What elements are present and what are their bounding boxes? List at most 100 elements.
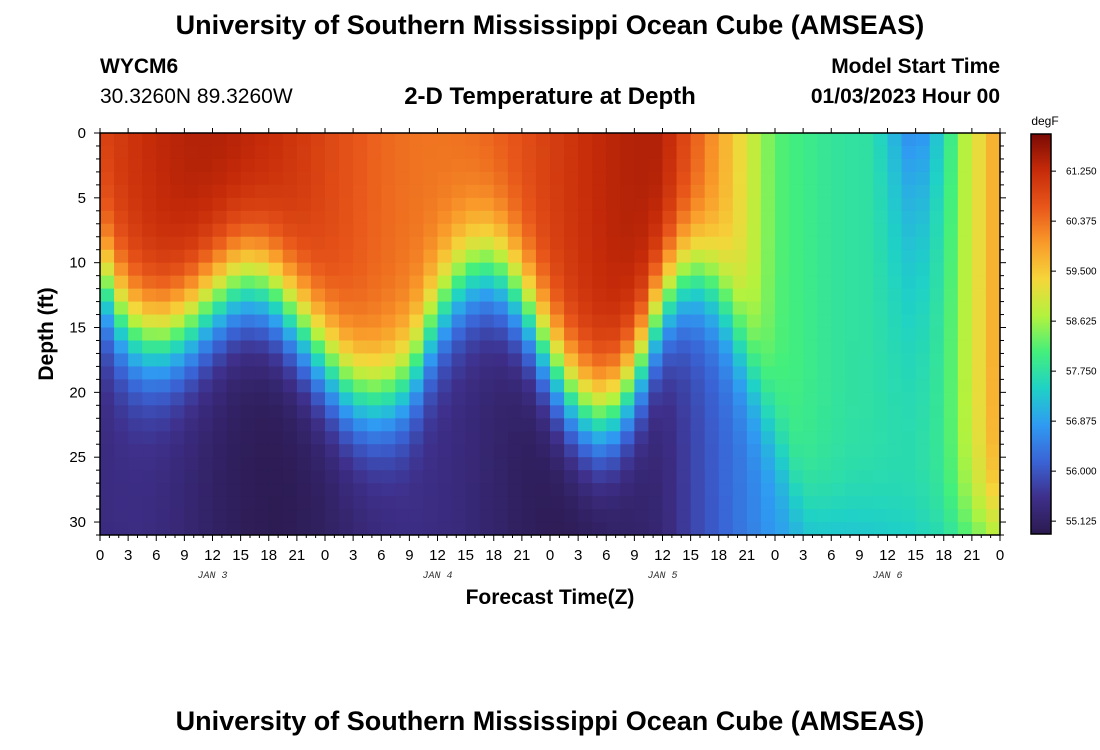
heatmap-cell (184, 145, 200, 160)
heatmap-cell (620, 353, 635, 368)
heatmap-cell (662, 314, 678, 329)
heatmap-cell (100, 522, 115, 535)
heatmap-cell (718, 262, 734, 277)
heatmap-cell (212, 522, 228, 535)
heatmap-cell (507, 314, 523, 329)
heatmap-cell (142, 197, 157, 212)
heatmap-cell (550, 418, 565, 432)
heatmap-cell (634, 457, 650, 471)
heatmap-cell (971, 496, 987, 510)
heatmap-cell (859, 444, 875, 458)
heatmap-cell (873, 314, 889, 329)
heatmap-cell (240, 275, 256, 290)
heatmap-cell (901, 366, 917, 380)
heatmap-cell (550, 496, 565, 510)
heatmap-cell (620, 340, 635, 355)
heatmap-cell (564, 444, 579, 458)
heatmap-cell (915, 457, 931, 471)
heatmap-cell (775, 431, 790, 445)
heatmap-cell (971, 340, 987, 355)
heatmap-cell (240, 392, 256, 406)
x-tick-label: 12 (879, 547, 896, 564)
day-label: JAN 4 (422, 571, 452, 582)
heatmap-cell (957, 314, 973, 329)
heatmap-cell (184, 366, 200, 380)
heatmap-cell (296, 301, 312, 316)
heatmap-cell (170, 171, 185, 186)
heatmap-cell (310, 444, 326, 458)
heatmap-cell (859, 158, 875, 173)
heatmap-cell (240, 444, 256, 458)
heatmap-cell (831, 366, 846, 380)
heatmap-cell (535, 509, 551, 523)
heatmap-cell (423, 418, 439, 432)
x-tick-label: 3 (124, 547, 132, 564)
heatmap-cell (662, 145, 678, 160)
heatmap-cell (240, 327, 256, 342)
heatmap-cell (592, 483, 607, 497)
heatmap-cell (732, 366, 748, 380)
heatmap-cell (704, 223, 720, 238)
heatmap-cell (887, 392, 903, 406)
heatmap-cell (128, 262, 143, 277)
heatmap-cell (465, 405, 481, 419)
heatmap-cell (479, 522, 495, 535)
heatmap-cell (620, 418, 635, 432)
heatmap-cell (212, 275, 228, 290)
heatmap-cell (971, 210, 987, 225)
heatmap-cell (296, 184, 312, 199)
heatmap-cell (367, 288, 382, 303)
heatmap-cell (114, 262, 129, 277)
heatmap-cell (296, 197, 312, 212)
heatmap-cell (479, 353, 495, 368)
heatmap-cell (282, 236, 298, 251)
heatmap-cell (381, 210, 396, 225)
heatmap-cell (339, 236, 354, 251)
heatmap-cell (648, 197, 664, 212)
heatmap-cell (929, 483, 945, 497)
heatmap-cell (746, 366, 762, 380)
heatmap-cell (212, 327, 228, 342)
heatmap-cell (564, 509, 579, 523)
heatmap-cell (873, 158, 889, 173)
heatmap-cell (943, 301, 959, 316)
heatmap-cell (535, 470, 551, 484)
heatmap-cell (142, 223, 157, 238)
heatmap-cell (114, 314, 129, 329)
heatmap-cell (845, 314, 860, 329)
x-tick-label: 6 (602, 547, 610, 564)
heatmap-cell (479, 314, 495, 329)
heatmap-cell (142, 522, 157, 535)
heatmap-cell (957, 327, 973, 342)
heatmap-cell (114, 483, 129, 497)
heatmap-cell (409, 392, 425, 406)
heatmap-cell (648, 145, 664, 160)
heatmap-cell (760, 405, 776, 419)
heatmap-cell (493, 184, 509, 199)
heatmap-cell (887, 171, 903, 186)
colorbar-tick-label: 55.125 (1066, 517, 1097, 528)
heatmap-cell (423, 353, 439, 368)
heatmap-cell (282, 171, 298, 186)
heatmap-cell (451, 522, 467, 535)
y-tick-label: 25 (69, 449, 86, 466)
heatmap-cell (971, 249, 987, 264)
heatmap-cell (437, 405, 453, 419)
heatmap-cell (339, 431, 354, 445)
heatmap-cell (564, 522, 579, 535)
heatmap-cell (957, 249, 973, 264)
heatmap-cell (760, 470, 776, 484)
heatmap-cell (929, 444, 945, 458)
heatmap-cell (592, 405, 607, 419)
heatmap-cell (929, 327, 945, 342)
heatmap-cell (296, 288, 312, 303)
heatmap-cell (662, 197, 678, 212)
colorbar-tick-label: 56.875 (1066, 417, 1097, 428)
heatmap-cell (760, 288, 776, 303)
heatmap-cell (310, 340, 326, 355)
heatmap-cell (282, 366, 298, 380)
heatmap-cell (915, 509, 931, 523)
heatmap-cell (156, 509, 171, 523)
heatmap-cell (114, 379, 129, 393)
heatmap-cell (676, 340, 692, 355)
